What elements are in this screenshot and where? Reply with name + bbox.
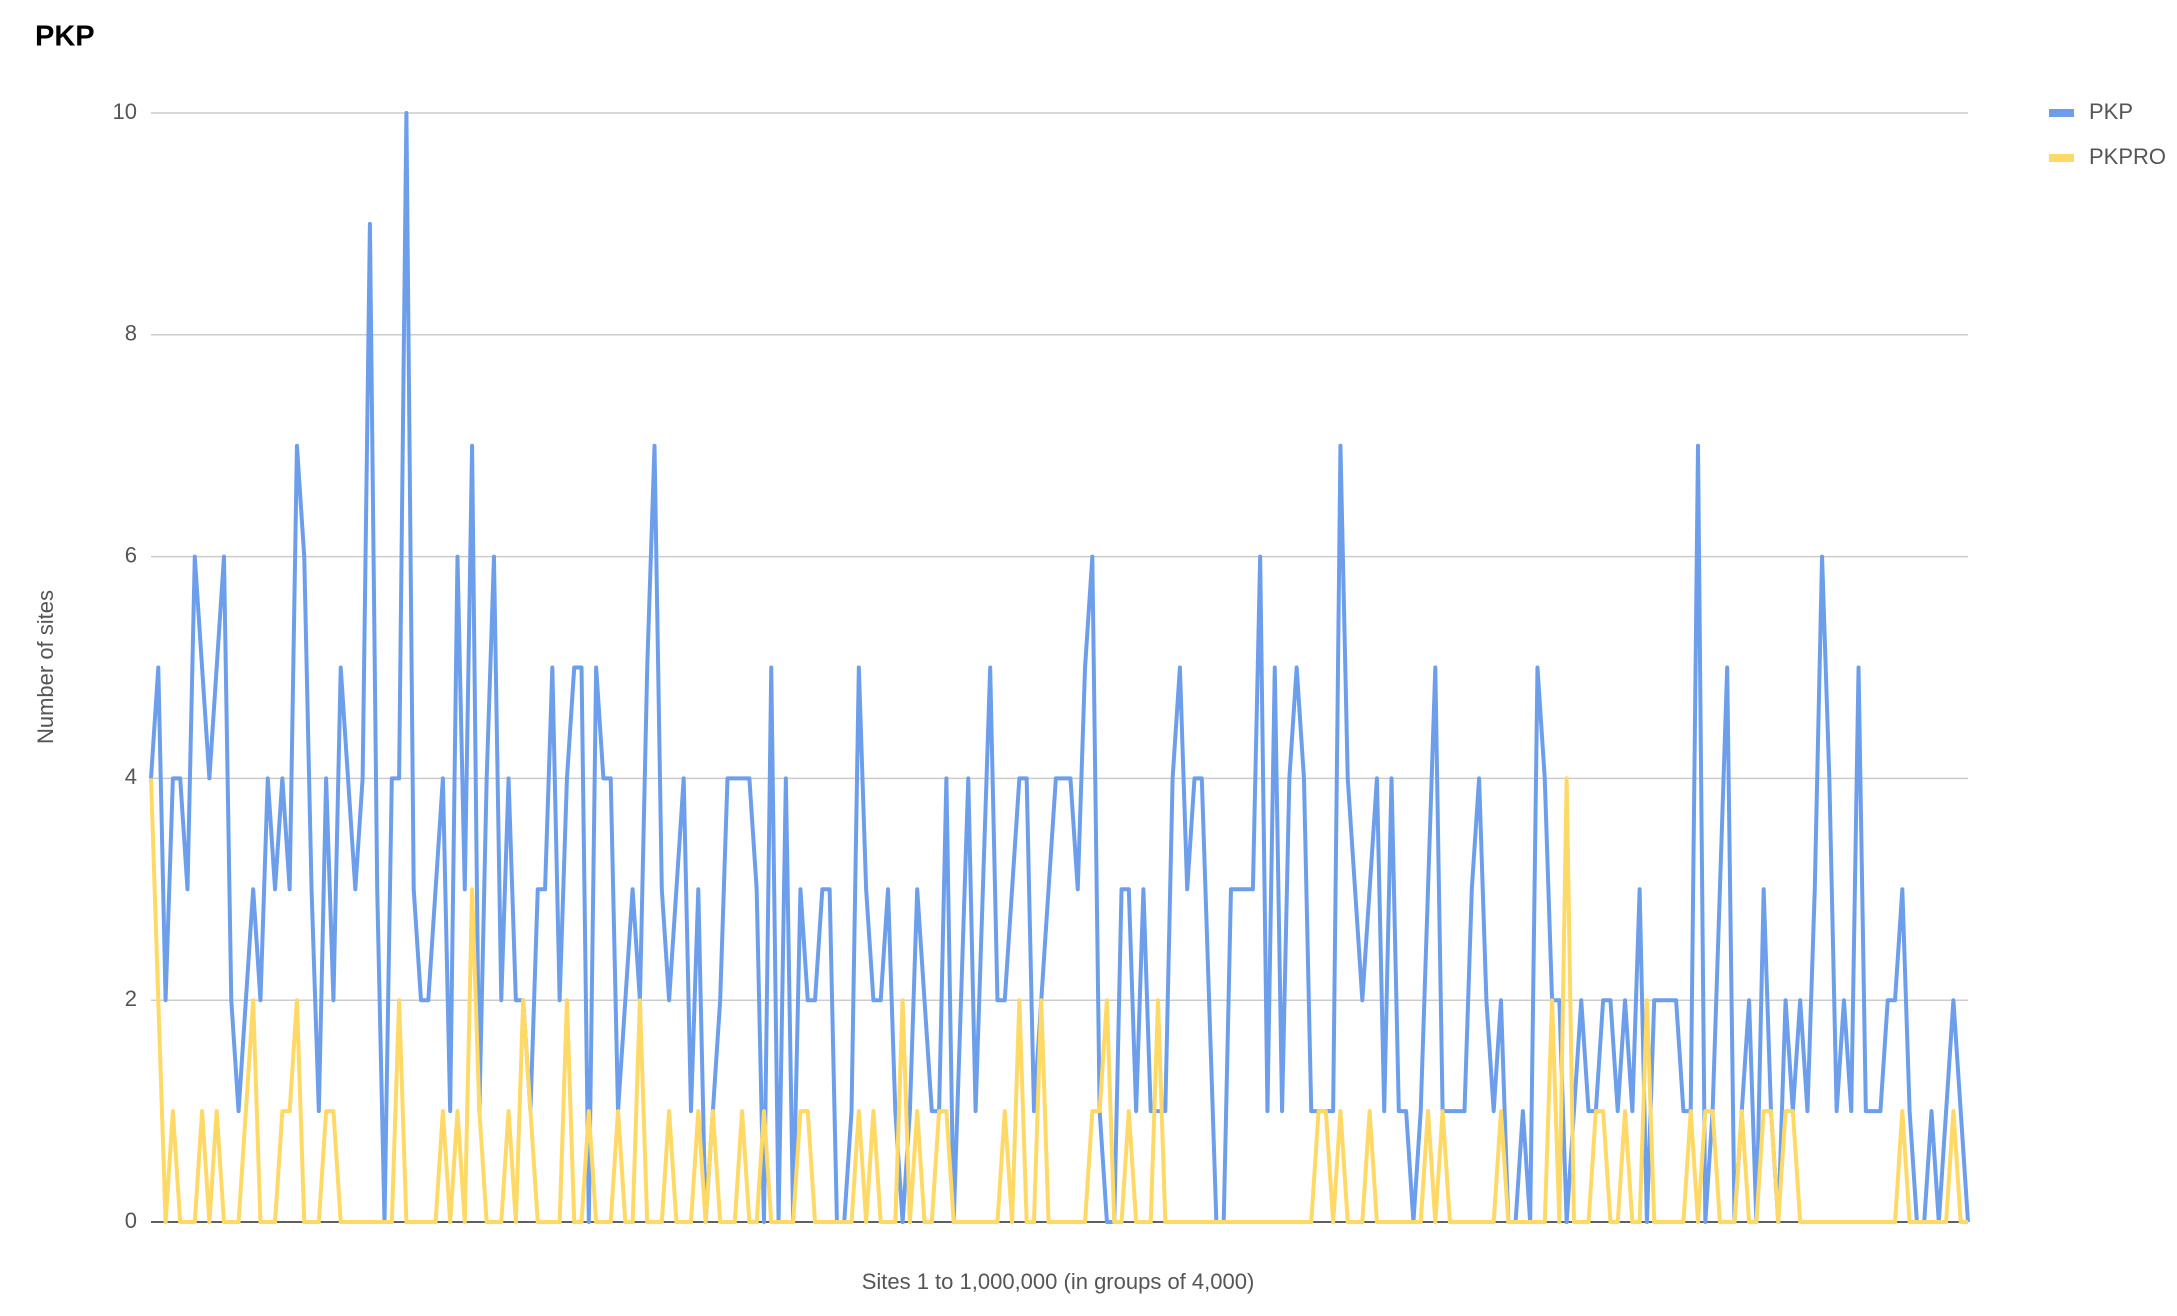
chart-title: PKP: [35, 21, 95, 53]
legend-swatch: [2049, 154, 2074, 162]
legend-swatch: [2049, 109, 2074, 117]
x-axis-label: Sites 1 to 1,000,000 (in groups of 4,000…: [862, 1269, 1255, 1294]
y-axis-label: Number of sites: [33, 590, 58, 744]
y-tick-label: 2: [125, 986, 137, 1011]
series-line: [149, 111, 1970, 1224]
y-tick-label: 8: [125, 321, 137, 346]
y-tick-label: 0: [125, 1208, 137, 1233]
y-tick-label: 10: [113, 99, 137, 124]
legend-label: PKPRO: [2089, 144, 2166, 169]
legend-label: PKP: [2089, 99, 2133, 124]
y-tick-label: 4: [125, 764, 137, 789]
y-tick-label: 6: [125, 542, 137, 567]
series-line: [149, 776, 1968, 1224]
